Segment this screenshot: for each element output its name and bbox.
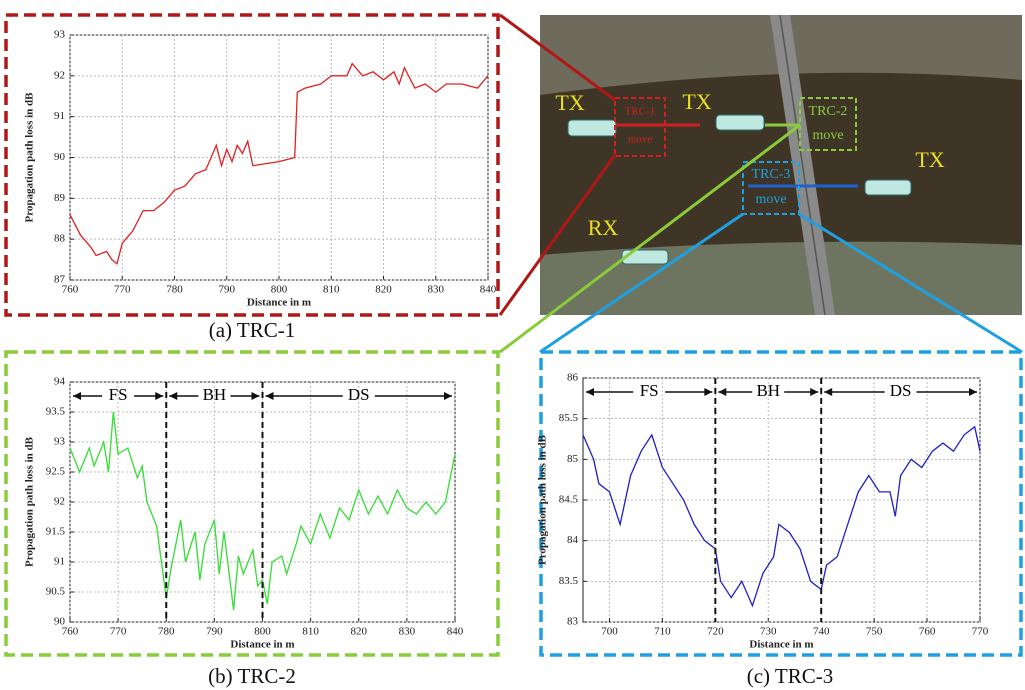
x-tick-label: 800 — [254, 626, 271, 638]
y-tick-label: 87 — [54, 274, 66, 286]
x-tick-label: 770 — [110, 626, 127, 638]
y-axis-label: Propagation path loss in dB — [24, 436, 36, 567]
y-tick-label: 94 — [54, 376, 66, 388]
y-tick-label: 90.5 — [46, 586, 66, 598]
map-label: RX — [588, 215, 619, 240]
figure: 760 770 780 790 800 810 820 830 840 87 88 89 90 91 92 9… — [0, 0, 1025, 690]
y-tick-label: 92 — [54, 69, 65, 81]
x-tick-label: 770 — [114, 284, 131, 296]
x-tick-label: 820 — [351, 626, 368, 638]
x-tick-label: 810 — [302, 626, 319, 638]
x-tick-label: 760 — [919, 626, 936, 638]
x-axis-label: Distance in m — [247, 297, 311, 309]
x-tick-label: 780 — [166, 284, 183, 296]
region-label: FS — [109, 385, 128, 404]
x-tick-label: 720 — [707, 626, 724, 638]
y-tick-label: 91 — [54, 110, 65, 122]
x-tick-label: 700 — [601, 626, 618, 638]
y-tick-label: 88 — [54, 233, 66, 245]
map-label: TRC-3 — [752, 167, 791, 182]
x-tick-label: 840 — [447, 626, 464, 638]
map-label: move — [755, 192, 786, 207]
x-axis-label: Distance in m — [230, 639, 294, 651]
y-tick-label: 83 — [567, 616, 579, 628]
x-axis-label: Distance in m — [749, 639, 813, 651]
x-tick-label: 710 — [654, 626, 671, 638]
x-tick-label: 780 — [158, 626, 175, 638]
y-tick-label: 91.5 — [46, 526, 66, 538]
y-tick-label: 90 — [54, 616, 66, 628]
caption: (b) TRC-2 — [208, 664, 296, 688]
y-tick-label: 85.5 — [559, 412, 579, 424]
map-label: TX — [555, 90, 584, 115]
region-label: FS — [640, 381, 659, 400]
x-tick-label: 820 — [375, 284, 392, 296]
y-tick-label: 83.5 — [559, 575, 579, 587]
y-tick-label: 84.5 — [559, 494, 579, 506]
x-tick-label: 800 — [271, 284, 288, 296]
y-tick-label: 91 — [54, 556, 65, 568]
x-tick-label: 750 — [866, 626, 883, 638]
x-tick-label: 770 — [972, 626, 989, 638]
map-label: move — [628, 134, 653, 146]
x-tick-label: 790 — [206, 626, 223, 638]
y-tick-label: 93.5 — [46, 406, 66, 418]
y-tick-label: 89 — [54, 192, 66, 204]
y-tick-label: 93 — [54, 436, 66, 448]
x-tick-label: 830 — [428, 284, 445, 296]
y-tick-label: 92.5 — [46, 466, 66, 478]
caption: (c) TRC-3 — [747, 664, 834, 688]
region-label: BH — [203, 385, 227, 404]
y-axis-label: Propagation path loss in dB — [537, 434, 549, 565]
y-tick-label: 86 — [567, 372, 579, 384]
map-label: TX — [682, 89, 711, 114]
x-tick-label: 830 — [399, 626, 416, 638]
map-label: move — [812, 128, 843, 143]
x-tick-label: 810 — [323, 284, 340, 296]
map-label: TRC-2 — [809, 104, 848, 119]
x-tick-label: 740 — [813, 626, 830, 638]
region-label: DS — [890, 381, 912, 400]
x-tick-label: 840 — [480, 284, 497, 296]
caption: (a) TRC-1 — [209, 318, 296, 342]
region-label: DS — [348, 385, 370, 404]
y-tick-label: 92 — [54, 496, 65, 508]
x-tick-label: 730 — [760, 626, 777, 638]
y-tick-label: 90 — [54, 151, 66, 163]
y-tick-label: 84 — [567, 534, 579, 546]
region-label: BH — [756, 381, 780, 400]
y-tick-label: 93 — [54, 29, 66, 41]
map-label: TRC-1 — [625, 106, 656, 118]
y-axis-label: Propagation path loss in dB — [24, 92, 36, 223]
aerial-map — [540, 15, 1022, 315]
map-label: TX — [915, 147, 944, 172]
x-tick-label: 790 — [219, 284, 236, 296]
y-tick-label: 85 — [567, 453, 579, 465]
